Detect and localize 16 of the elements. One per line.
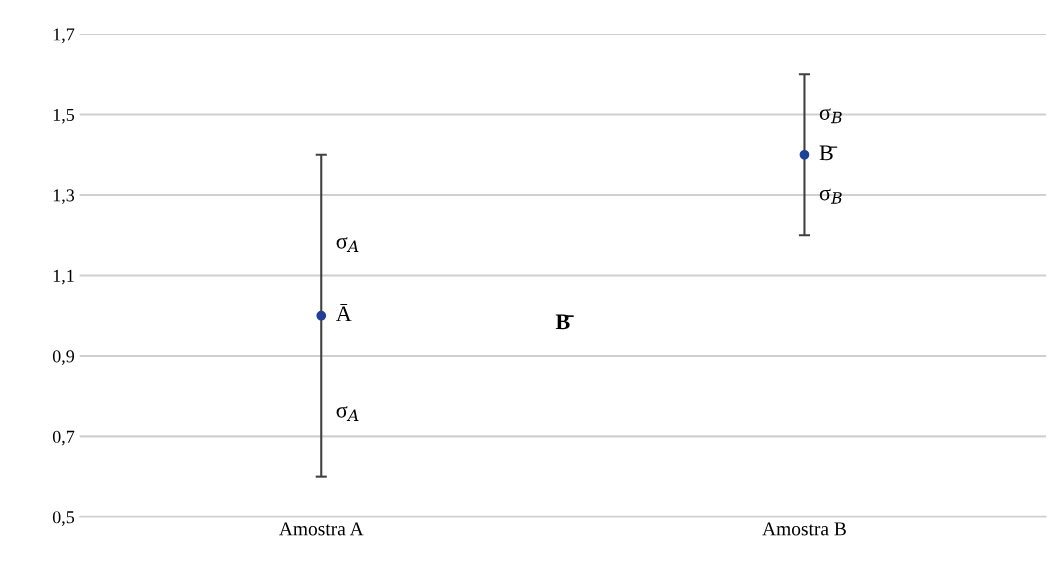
y-tick-label: 0,9 (52, 350, 75, 365)
y-tick-label: 1,7 (53, 28, 75, 44)
annotation: B̄ (555, 314, 574, 330)
annotation: σ$_{A}$ (336, 406, 359, 421)
annotation: σ$_{B}$ (819, 188, 842, 204)
annotation: B̄ (819, 145, 838, 161)
x-tick-label: Amostra A (279, 522, 364, 536)
y-tick-label: 0,5 (52, 511, 75, 526)
y-tick-label: 1,3 (53, 189, 75, 205)
annotation: Ā (335, 303, 352, 322)
y-tick-label: 1,1 (53, 269, 74, 285)
x-tick-label: Amostra B (762, 522, 846, 536)
annotation: σ$_{A}$ (336, 237, 359, 252)
y-tick-label: 0,7 (52, 430, 75, 446)
annotation: σ$_{B}$ (819, 108, 842, 124)
y-tick-label: 1,5 (53, 108, 75, 124)
